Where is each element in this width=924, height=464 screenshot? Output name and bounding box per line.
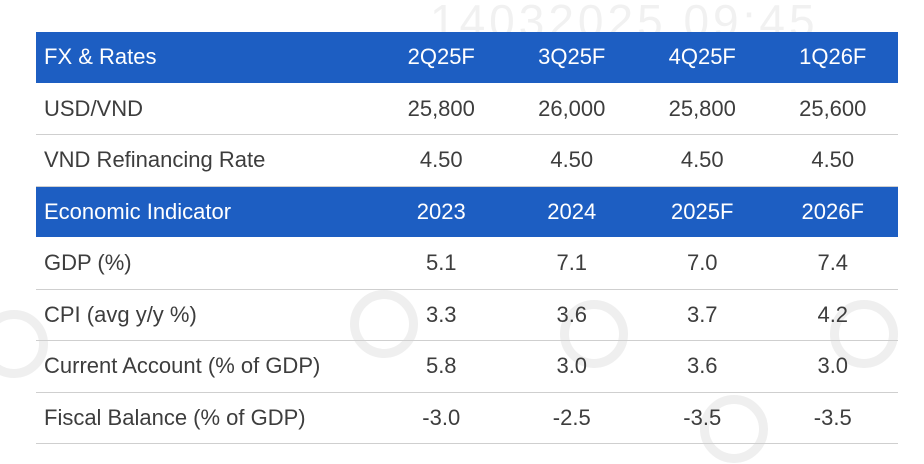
cell-value: 4.50 [637, 134, 768, 187]
cell-value: -3.0 [376, 392, 507, 444]
cell-value: 25,600 [767, 83, 898, 135]
cell-value: 3.6 [637, 340, 768, 393]
table-row: VND Refinancing Rate 4.50 4.50 4.50 4.50 [36, 134, 898, 187]
row-label: Current Account (% of GDP) [36, 340, 376, 393]
period-header: 2024 [506, 186, 637, 238]
period-header: 2023 [376, 186, 507, 238]
row-label: USD/VND [36, 83, 376, 135]
table-row: GDP (%) 5.1 7.1 7.0 7.4 [36, 237, 898, 290]
fx-rates-header-row: FX & Rates 2Q25F 3Q25F 4Q25F 1Q26F [36, 32, 898, 84]
cell-value: 4.2 [767, 289, 898, 341]
cell-value: 7.0 [637, 237, 768, 290]
period-header: 2026F [767, 186, 898, 238]
cell-value: 4.50 [506, 134, 637, 187]
table-row: USD/VND 25,800 26,000 25,800 25,600 [36, 83, 898, 135]
cell-value: 3.3 [376, 289, 507, 341]
forecast-table: FX & Rates 2Q25F 3Q25F 4Q25F 1Q26F USD/V… [36, 32, 898, 444]
cell-value: 4.50 [767, 134, 898, 187]
cell-value: -3.5 [637, 392, 768, 444]
period-header: 3Q25F [506, 32, 637, 84]
cell-value: 5.1 [376, 237, 507, 290]
cell-value: 3.0 [767, 340, 898, 393]
table-row: Fiscal Balance (% of GDP) -3.0 -2.5 -3.5… [36, 392, 898, 444]
row-label: Fiscal Balance (% of GDP) [36, 392, 376, 444]
cell-value: 3.7 [637, 289, 768, 341]
period-header: 2Q25F [376, 32, 507, 84]
cell-value: -2.5 [506, 392, 637, 444]
fx-rates-title: FX & Rates [36, 32, 376, 84]
cell-value: 3.6 [506, 289, 637, 341]
cell-value: 25,800 [637, 83, 768, 135]
period-header: 1Q26F [767, 32, 898, 84]
cell-value: 25,800 [376, 83, 507, 135]
cell-value: 3.0 [506, 340, 637, 393]
cell-value: 4.50 [376, 134, 507, 187]
row-label: VND Refinancing Rate [36, 134, 376, 187]
economic-title: Economic Indicator [36, 186, 376, 238]
cell-value: 26,000 [506, 83, 637, 135]
cell-value: 5.8 [376, 340, 507, 393]
period-header: 2025F [637, 186, 768, 238]
cell-value: 7.4 [767, 237, 898, 290]
table-row: Current Account (% of GDP) 5.8 3.0 3.6 3… [36, 340, 898, 393]
table-row: CPI (avg y/y %) 3.3 3.6 3.7 4.2 [36, 289, 898, 341]
cell-value: -3.5 [767, 392, 898, 444]
economic-header-row: Economic Indicator 2023 2024 2025F 2026F [36, 186, 898, 238]
period-header: 4Q25F [637, 32, 768, 84]
row-label: CPI (avg y/y %) [36, 289, 376, 341]
row-label: GDP (%) [36, 237, 376, 290]
cell-value: 7.1 [506, 237, 637, 290]
